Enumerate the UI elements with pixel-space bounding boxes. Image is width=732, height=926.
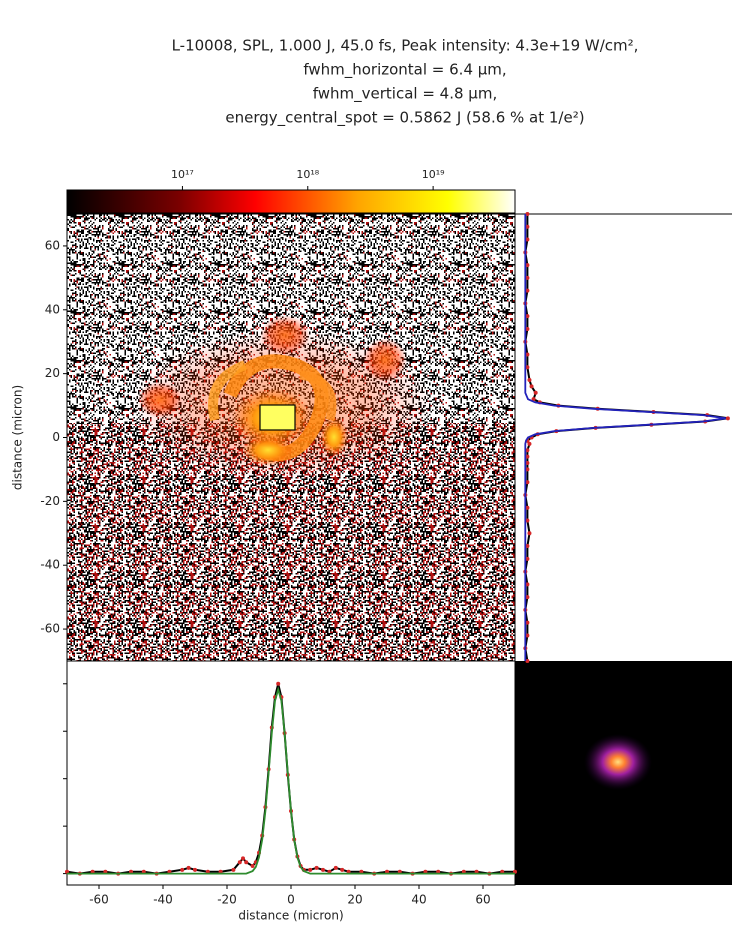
vertical-profile-frame [514, 213, 732, 661]
chart-title: energy_central_spot = 0.5862 J (58.6 % a… [225, 109, 584, 128]
data-point [525, 288, 530, 293]
spot-lobe [138, 382, 182, 418]
chart-title: fwhm_horizontal = 6.4 μm, [303, 61, 506, 80]
data-point [321, 867, 325, 872]
colorbar-tick-label: 10¹⁹ [422, 168, 445, 181]
data-point [525, 454, 530, 459]
data-point [180, 867, 185, 872]
data-point [525, 326, 530, 331]
data-point [525, 505, 530, 510]
horizontal-profile-frame [66, 660, 516, 886]
y-axis-label: distance (micron) [11, 385, 25, 490]
data-point [527, 441, 532, 446]
data-point [527, 378, 532, 383]
data-point [529, 384, 534, 389]
data-point [244, 860, 249, 865]
data-point [725, 416, 730, 421]
data-point [525, 314, 530, 319]
data-point [276, 681, 281, 686]
mini-spot [584, 734, 652, 790]
x-tick-label: -20 [217, 893, 237, 907]
data-point [314, 865, 319, 870]
x-tick-label: -40 [153, 893, 173, 907]
spot-lobe [260, 315, 310, 355]
x-axis-label: distance (micron) [238, 909, 343, 923]
data-point [193, 867, 197, 872]
data-point [525, 556, 530, 561]
data-point [525, 275, 530, 280]
data-point [525, 212, 530, 216]
x-tick-label: 40 [411, 893, 426, 907]
x-tick-label: 0 [287, 893, 295, 907]
fit-line [67, 686, 515, 875]
data-point [525, 467, 530, 472]
profile-line [66, 683, 515, 875]
fit-line [524, 214, 726, 661]
chart-title: fwhm_vertical = 4.8 μm, [313, 85, 497, 104]
colorbar-tick-label: 10¹⁷ [171, 168, 194, 181]
x-tick-label: 60 [475, 893, 490, 907]
spot-lobe [363, 338, 407, 382]
spot-ring [208, 360, 247, 422]
x-tick-label: 20 [347, 893, 362, 907]
data-point [525, 448, 530, 453]
data-point [525, 352, 530, 357]
data-point [525, 659, 530, 663]
y-tick-label: -60 [40, 622, 60, 636]
y-tick-label: 60 [45, 238, 60, 252]
data-point [525, 461, 530, 466]
central-spot-box [259, 404, 296, 431]
data-point [525, 620, 530, 625]
colorbar [66, 189, 516, 214]
data-point [527, 531, 532, 536]
y-tick-label: 40 [45, 302, 60, 316]
data-point [525, 633, 530, 638]
data-point [533, 390, 538, 395]
data-point [525, 544, 530, 549]
spot-ring [299, 370, 337, 422]
data-point [531, 397, 536, 402]
data-point [525, 595, 530, 600]
data-point [308, 867, 313, 872]
data-point [237, 860, 242, 865]
plots: -60 -40 -20 0 20 40 60 distance (micron) 10¹⁷ 10¹… [11, 168, 730, 923]
data-point [525, 480, 530, 485]
focal-spot [132, 315, 432, 480]
profile-line [524, 214, 729, 662]
data-point [333, 865, 338, 870]
data-point [340, 867, 345, 872]
data-point [525, 263, 530, 268]
data-point [525, 518, 530, 523]
y-tick-label: 20 [45, 366, 60, 380]
colorbar-tick-label: 10¹⁸ [296, 168, 319, 181]
data-point [231, 867, 236, 872]
y-tick-label: -40 [40, 558, 60, 572]
y-tick-label: 0 [52, 430, 60, 444]
chart-title: L-10008, SPL, 1.000 J, 45.0 fs, Peak int… [172, 37, 639, 55]
data-point [241, 856, 245, 861]
y-tick-label: -20 [40, 494, 60, 508]
spot-lobe [320, 417, 348, 457]
data-point [525, 582, 530, 587]
title-block: L-10008, SPL, 1.000 J, 45.0 fs, Peak int… [172, 37, 639, 128]
data-point [186, 865, 191, 870]
x-tick-label: -60 [89, 893, 109, 907]
data-point [525, 237, 530, 242]
data-point [250, 864, 255, 869]
data-point [525, 224, 530, 229]
data-point [525, 365, 530, 370]
